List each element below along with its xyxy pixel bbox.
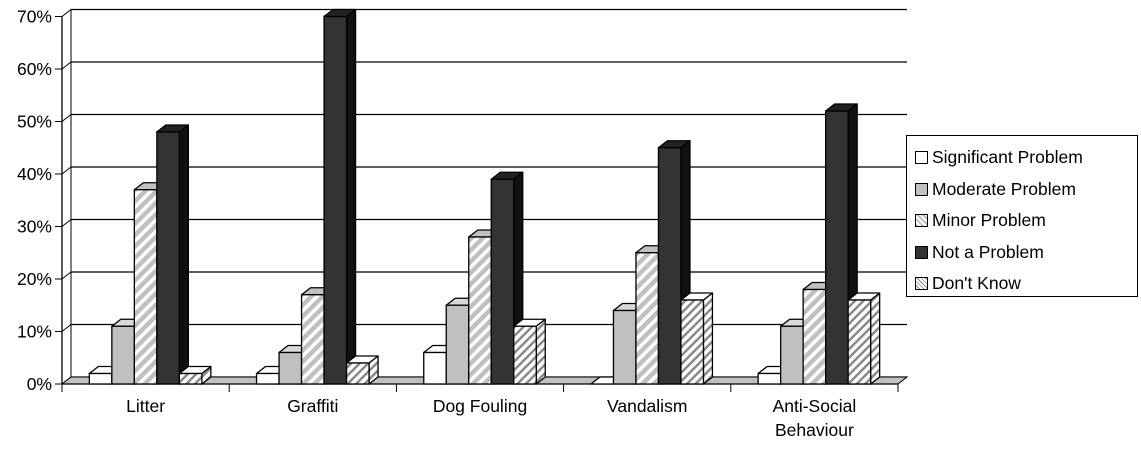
legend-item-moderate-problem: Moderate Problem [915, 174, 1137, 206]
x-tick-label: Anti-Social [773, 396, 857, 416]
gridline-connector [61, 271, 72, 280]
bar [178, 365, 212, 385]
y-tick-label: 0% [27, 374, 52, 394]
legend: Significant Problem Moderate Problem Min… [906, 135, 1138, 297]
legend-swatch-significant-problem [915, 151, 928, 165]
gridline-connector [61, 166, 72, 175]
y-tick-label: 30% [17, 217, 52, 237]
legend-swatch-minor-problem [915, 214, 928, 228]
y-tick-label: 60% [17, 59, 52, 79]
legend-label: Not a Problem [932, 241, 1044, 262]
y-tick-label: 20% [17, 269, 52, 289]
legend-item-dont-know: Don't Know [915, 268, 1137, 300]
legend-label: Don't Know [932, 273, 1021, 294]
legend-label: Significant Problem [932, 147, 1083, 168]
x-tick-label: Behaviour [775, 420, 854, 440]
x-tick-label: Graffiti [287, 396, 338, 416]
legend-label: Minor Problem [932, 210, 1046, 231]
bar [156, 124, 190, 385]
gridline-connector [61, 114, 72, 122]
y-axis-labels: 0% 10% 20% 30% 40% 50% 60% 70% [17, 7, 52, 395]
bar [345, 355, 379, 385]
bars [88, 8, 881, 385]
gridline-connector [61, 9, 72, 17]
gridline-connector [61, 61, 72, 70]
y-tick-label: 40% [17, 164, 52, 184]
y-tick-label: 70% [17, 7, 52, 27]
gridline-connector [61, 324, 72, 332]
y-tick-label: 50% [17, 112, 52, 132]
x-axis-labels: Litter Graffiti Dog Fouling Vandalism Anti-S… [126, 396, 856, 440]
legend-item-not-a-problem: Not a Problem [915, 237, 1137, 269]
legend-item-significant-problem: Significant Problem [915, 142, 1137, 174]
x-tick-label: Litter [126, 396, 165, 416]
x-tick-label: Vandalism [607, 396, 687, 416]
legend-item-minor-problem: Minor Problem [915, 205, 1137, 237]
legend-swatch-moderate-problem [915, 182, 928, 196]
legend-swatch-not-a-problem [915, 245, 928, 259]
gridline-connector [61, 219, 72, 227]
x-tick-label: Dog Fouling [433, 396, 527, 416]
legend-swatch-dont-know [915, 277, 928, 291]
legend-label: Moderate Problem [932, 178, 1076, 199]
bar [323, 8, 357, 385]
y-tick-label: 10% [17, 322, 52, 342]
bar [680, 292, 714, 385]
bar [847, 292, 881, 385]
bar [513, 318, 546, 385]
